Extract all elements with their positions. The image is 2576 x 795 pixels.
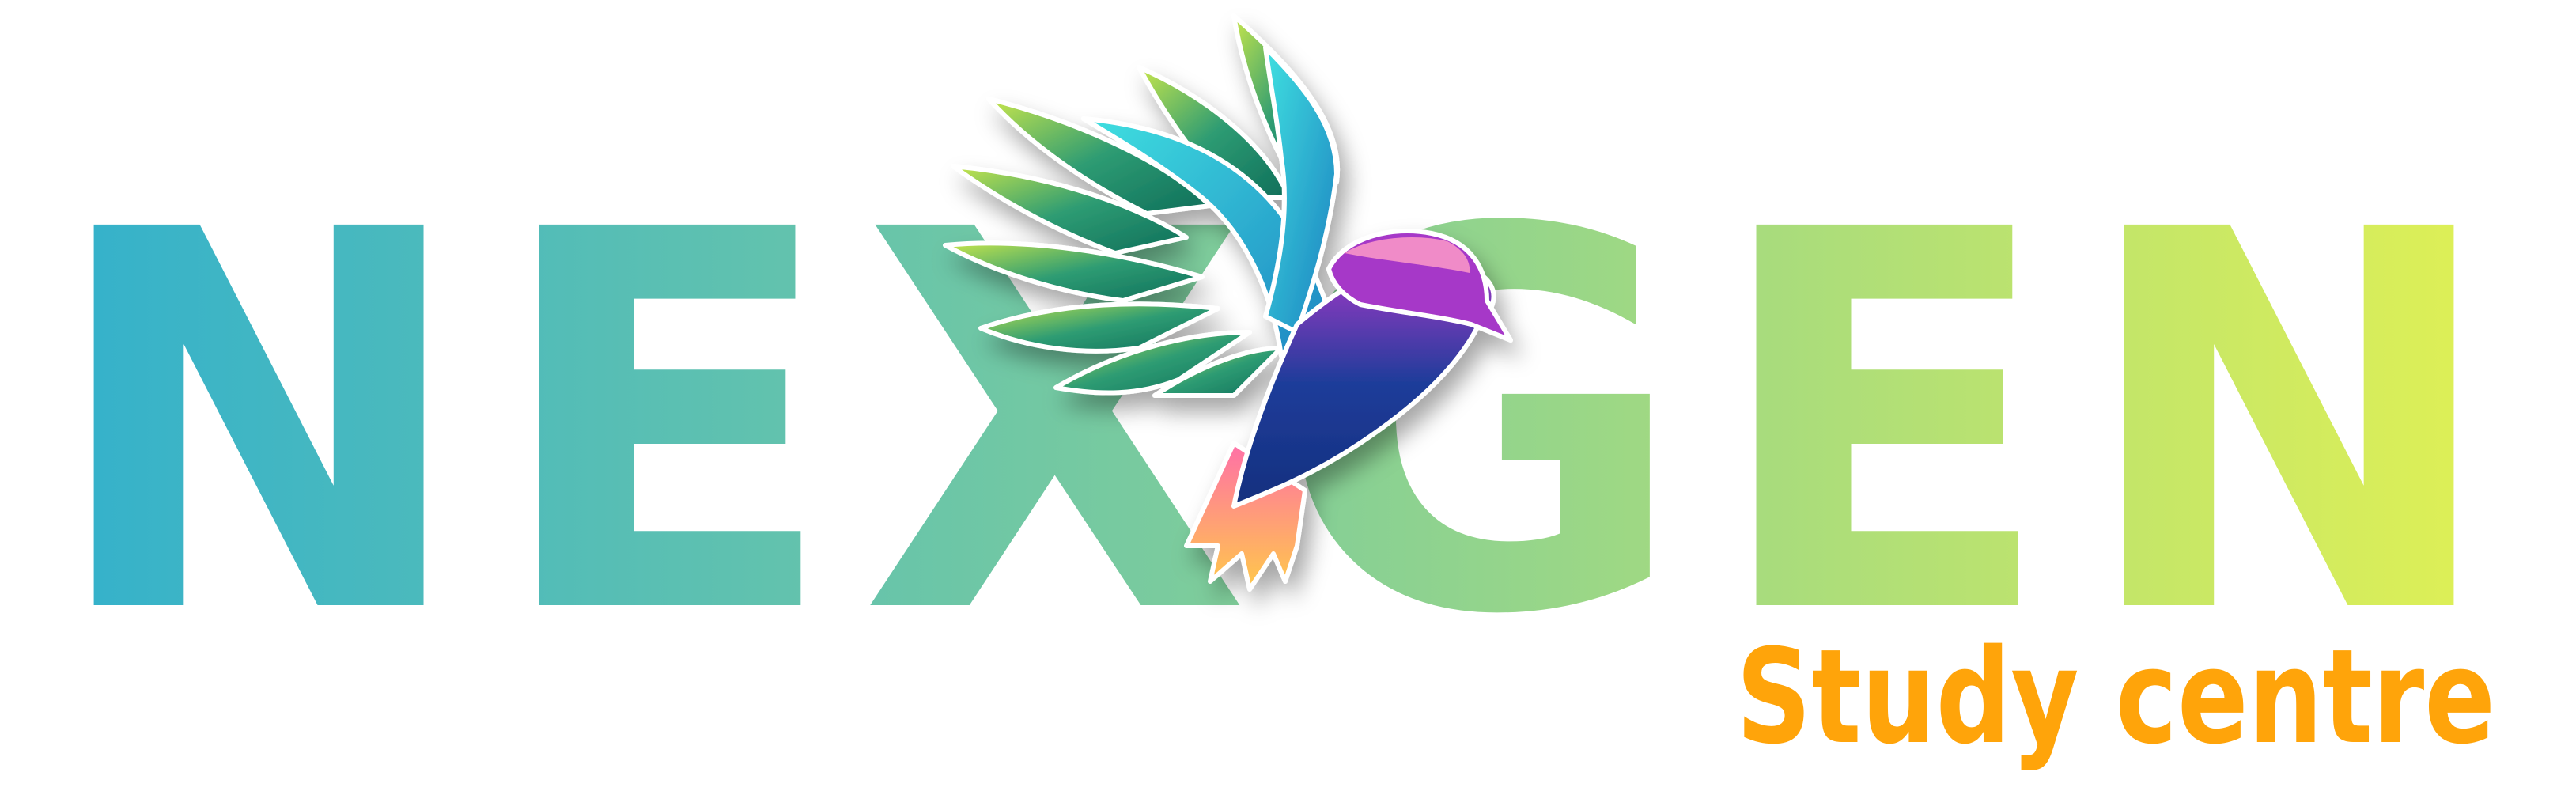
- hummingbird-icon: [943, 13, 1513, 592]
- brand-tagline: Study centre: [1736, 621, 2495, 773]
